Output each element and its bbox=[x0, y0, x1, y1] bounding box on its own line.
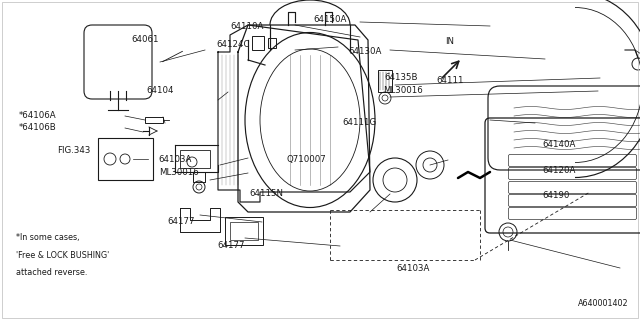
Bar bbox=[145, 117, 163, 123]
Text: 64061: 64061 bbox=[131, 35, 159, 44]
Text: attached reverse.: attached reverse. bbox=[16, 268, 88, 277]
Bar bbox=[98, 138, 153, 180]
Text: 64135B: 64135B bbox=[384, 73, 417, 82]
Text: *In some cases,: *In some cases, bbox=[16, 233, 79, 242]
Text: 64103A: 64103A bbox=[159, 156, 192, 164]
Text: 64110A: 64110A bbox=[230, 22, 264, 31]
Text: 64140A: 64140A bbox=[543, 140, 576, 149]
Text: 64111: 64111 bbox=[436, 76, 464, 85]
Text: 64177: 64177 bbox=[168, 217, 195, 226]
Text: 64177: 64177 bbox=[218, 241, 245, 250]
Text: *64106A: *64106A bbox=[19, 111, 57, 120]
Bar bbox=[180, 150, 210, 168]
Text: ML30016: ML30016 bbox=[159, 168, 198, 177]
Text: A640001402: A640001402 bbox=[578, 299, 628, 308]
Bar bbox=[378, 70, 392, 92]
Text: 64124C: 64124C bbox=[216, 40, 250, 49]
Text: ML30016: ML30016 bbox=[383, 86, 422, 95]
Text: FIG.343: FIG.343 bbox=[58, 146, 91, 155]
Text: 64104: 64104 bbox=[146, 86, 173, 95]
Bar bbox=[268, 38, 276, 48]
Bar bbox=[252, 36, 264, 50]
Text: 'Free & LOCK BUSHING': 'Free & LOCK BUSHING' bbox=[16, 251, 109, 260]
Text: 64190: 64190 bbox=[543, 191, 570, 200]
Text: 64103A: 64103A bbox=[397, 264, 430, 273]
Text: Q710007: Q710007 bbox=[287, 155, 326, 164]
Text: 64115N: 64115N bbox=[250, 189, 284, 198]
Bar bbox=[225, 217, 263, 245]
Text: 64130A: 64130A bbox=[349, 47, 382, 56]
Text: IN: IN bbox=[445, 37, 454, 46]
Text: 64111G: 64111G bbox=[342, 118, 377, 127]
Bar bbox=[230, 222, 258, 240]
Text: *64106B: *64106B bbox=[19, 123, 57, 132]
Text: 64120A: 64120A bbox=[543, 166, 576, 175]
Text: 64150A: 64150A bbox=[314, 15, 347, 24]
